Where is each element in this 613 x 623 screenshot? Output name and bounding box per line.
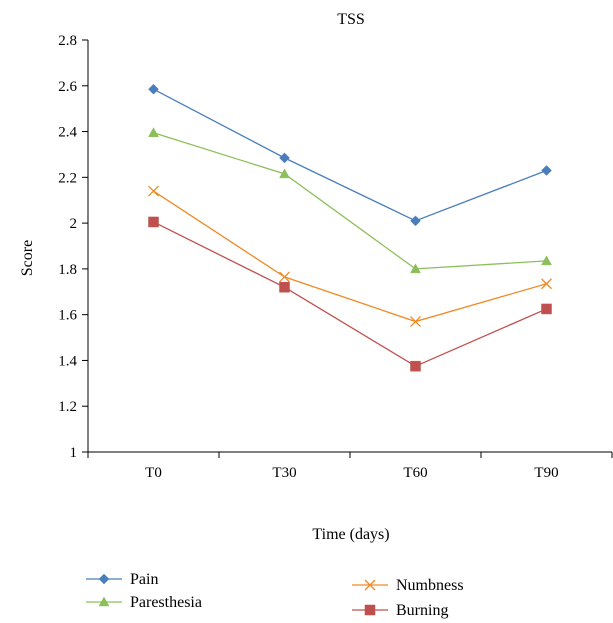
y-tick-label: 1.8 [58, 262, 77, 278]
legend-label: Numbness [396, 577, 464, 594]
y-axis: 1 1.2 1.4 1.6 1.8 2 2.2 2.4 2.6 2.8 [58, 33, 89, 461]
series-numbness [148, 185, 552, 327]
data-point-pain [541, 165, 552, 176]
x-tick-label: T30 [272, 465, 296, 481]
x-axis-title: Time (days) [312, 526, 389, 543]
legend-label: Pain [130, 571, 158, 588]
y-tick-label: 2 [70, 216, 78, 232]
data-point-paresthesia [410, 263, 421, 274]
legend-label: Paresthesia [130, 594, 202, 611]
legend-item-paresthesia: Paresthesia [86, 594, 202, 611]
series-paresthesia [148, 127, 552, 274]
y-tick-label: 1.6 [58, 308, 77, 324]
data-point-pain [148, 83, 159, 95]
series-line-paresthesia [153, 132, 547, 270]
legend-swatch-marker [364, 604, 376, 616]
legend-label: Burning [396, 602, 448, 619]
legend-item-numbness: Numbness [352, 577, 464, 594]
y-tick-label: 2.6 [58, 79, 77, 95]
y-tick-label: 1.4 [58, 353, 77, 369]
data-point-burning [279, 281, 290, 293]
data-point-numbness [148, 185, 159, 197]
data-point-numbness [541, 278, 552, 290]
legend-item-pain: Pain [86, 571, 158, 588]
data-point-burning [148, 216, 159, 228]
data-point-pain [279, 152, 290, 164]
series-pain [148, 83, 552, 227]
series-line-burning [153, 221, 547, 367]
data-point-pain [410, 215, 421, 227]
x-tick-label: T0 [145, 465, 162, 481]
legend-swatch-marker [98, 573, 110, 585]
data-point-paresthesia [148, 127, 159, 137]
y-tick-label: 1.2 [58, 399, 77, 415]
y-tick-label: 1 [70, 445, 78, 461]
series-line-pain [153, 88, 547, 222]
x-axis: T0 T30 T60 T90 [87, 451, 613, 481]
legend-swatch-marker [364, 579, 376, 591]
data-point-paresthesia [279, 168, 290, 179]
y-axis-title: Score [19, 240, 36, 276]
data-point-burning [541, 303, 552, 315]
data-point-burning [410, 360, 421, 372]
series-line-numbness [153, 190, 547, 323]
series-group [148, 83, 552, 372]
y-tick-label: 2.2 [58, 170, 77, 186]
legend: Pain Paresthesia Numbness Burning [86, 571, 464, 619]
y-tick-label: 2.4 [58, 125, 77, 141]
series-burning [148, 216, 552, 372]
x-tick-label: T60 [403, 465, 427, 481]
data-point-numbness [279, 271, 290, 283]
x-tick-label: T90 [534, 465, 558, 481]
legend-item-burning: Burning [352, 602, 448, 619]
data-point-paresthesia [541, 255, 552, 266]
chart-title: TSS [337, 11, 365, 28]
legend-swatch-marker [98, 596, 110, 607]
data-point-numbness [410, 316, 421, 327]
y-tick-label: 2.8 [58, 33, 77, 49]
